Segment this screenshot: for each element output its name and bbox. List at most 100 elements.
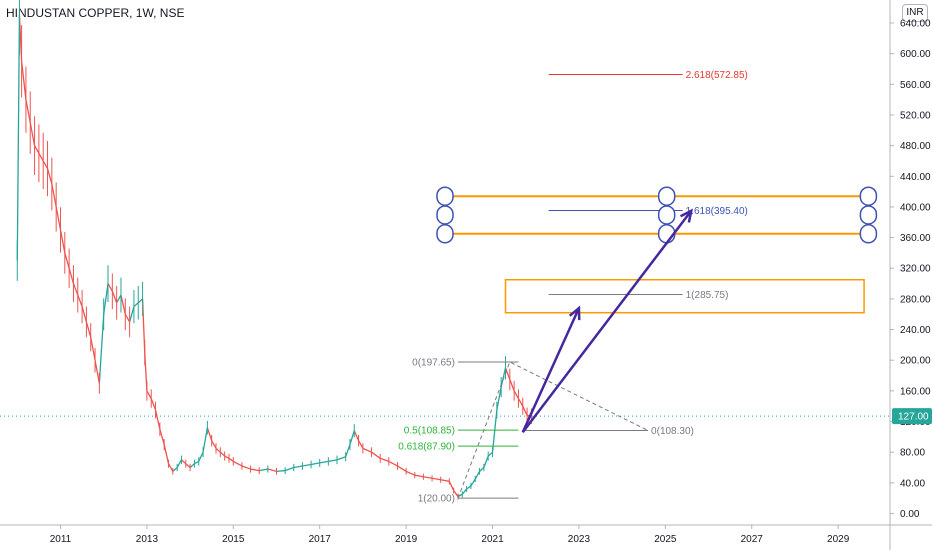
price-segment [194,460,200,465]
price-segment [397,465,407,472]
price-segment [509,379,515,392]
x-tick-label: 2013 [136,534,159,545]
drag-handle [859,224,878,244]
price-series [16,0,532,500]
price-segment [371,451,381,459]
drag-handle [657,205,676,225]
y-tick-label: 520.00 [900,110,931,121]
y-tick-label: 400.00 [900,202,931,213]
price-segment [163,444,170,464]
price-segment [517,398,524,407]
drag-handle [657,186,676,206]
price-segment [228,457,234,462]
price-segment [167,463,174,472]
price-segment [487,451,493,457]
price-segment [16,15,21,261]
price-segment [20,61,27,100]
x-tick-label: 2027 [741,534,764,545]
price-segment [116,294,122,304]
price-segment [185,463,191,469]
price-segment [293,465,303,469]
fib-retracement-label: 0(197.65) [412,358,455,369]
price-segment [120,294,126,315]
chart-title: HINDUSTAN COPPER, 1W, NSE [6,6,185,20]
price-segment [176,459,183,468]
price-segment [72,283,79,296]
y-tick-label: 80.00 [900,448,925,459]
price-segment [81,306,88,323]
price-segment [159,429,165,445]
price-segment [423,476,433,479]
price-segment [267,468,277,472]
price-segment [491,409,498,453]
price-segment [319,460,329,464]
price-segment [461,488,468,495]
price-segment [414,474,424,478]
price-segment [379,457,390,462]
drag-handle [436,186,454,206]
projection-arrow [521,307,581,433]
price-segment [137,298,144,304]
y-tick-label: 600.00 [900,49,931,60]
price-segment [51,183,57,208]
price-segment [284,466,295,472]
y-tick-label: 360.00 [900,233,931,244]
projection-arrow-head [568,305,581,321]
price-segment [466,485,472,490]
price-segment [29,122,36,146]
projection-arrow [521,210,693,434]
y-tick-label: 640.00 [900,18,931,29]
fib-retracement-label: 0.618(87.90) [398,442,455,453]
price-segment [211,440,217,449]
fib-extension-label: 1(285.75) [686,290,729,301]
price-segment [46,168,53,185]
price-segment [353,430,360,441]
price-segment [362,447,372,453]
price-segment [150,398,157,411]
price-segment [504,367,511,380]
x-tick-label: 2017 [309,534,332,545]
price-segment [474,471,481,480]
target-box [504,278,865,314]
price-segment [85,321,92,338]
price-segment [241,465,251,470]
price-segment [198,451,204,462]
currency-badge[interactable]: INR [902,4,928,22]
price-segment [33,145,40,154]
price-segment [68,268,75,284]
price-segment [232,460,243,467]
x-tick-label: 2023 [568,534,591,545]
price-segment [276,469,286,472]
drag-handle [859,205,878,225]
projection-arrow-head [679,208,694,223]
price-segment [358,440,364,449]
price-segment [215,447,221,453]
x-tick-label: 2019 [395,534,418,545]
price-segment [111,291,118,303]
price-segment [336,456,346,461]
drag-handle [436,205,454,225]
price-segment [405,470,416,476]
price-segment [172,467,178,472]
price-segment [259,468,268,472]
price-segment [513,390,520,399]
price-segment [154,409,161,430]
price-segment [328,459,338,463]
price-segment [440,479,450,482]
price-segment [453,490,459,498]
price-segment [94,360,101,384]
price-segment [310,462,320,466]
price-segment [202,427,209,453]
price-segment [224,455,230,459]
price-segment [38,152,44,162]
price-segment [103,283,109,315]
x-tick-label: 2029 [827,534,850,545]
price-segment [470,478,476,487]
price-segment [124,313,131,323]
fib-extension-label: 0(108.30) [651,426,694,437]
price-segment [302,463,312,467]
price-segment [55,206,62,231]
